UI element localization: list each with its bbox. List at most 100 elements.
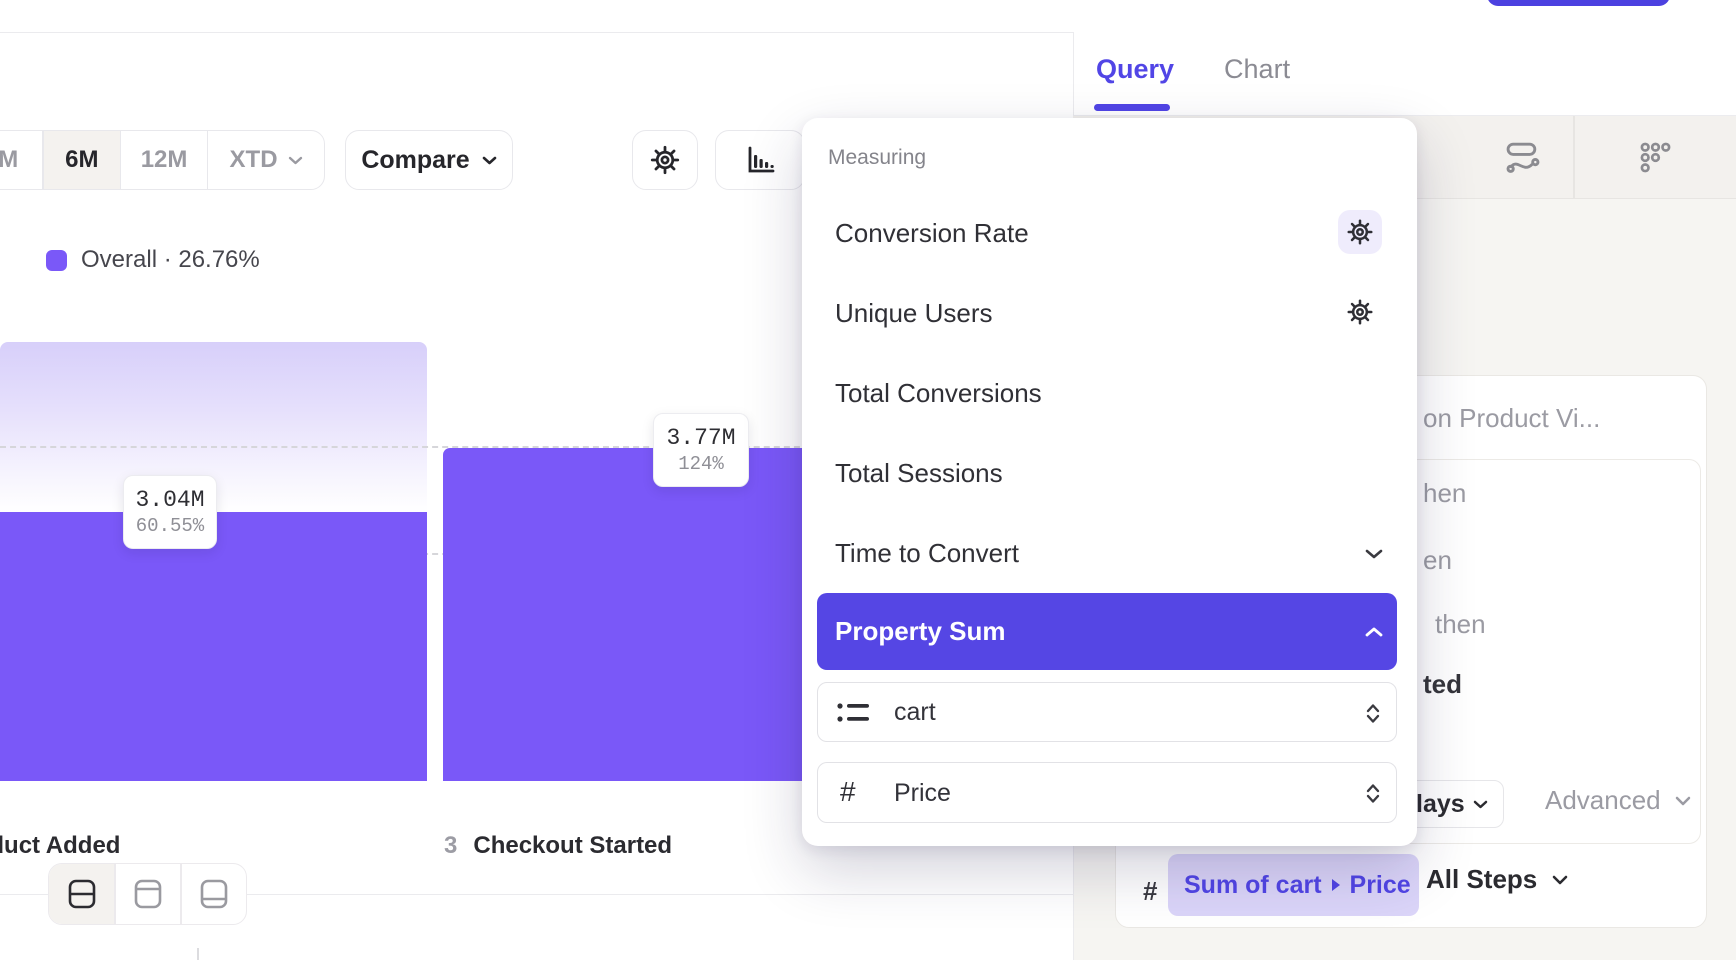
time-range-control: 1M 6M 12M XTD <box>0 130 325 190</box>
steps-bottom-divider <box>0 894 1073 895</box>
bar1-value-tooltip: 3.04M 60.55% <box>123 475 217 549</box>
toggle-divider <box>180 864 182 924</box>
dots-grid-icon <box>1640 142 1671 173</box>
band-divider <box>1573 116 1575 199</box>
chevron-down-icon <box>1675 796 1690 805</box>
gear-icon <box>1347 219 1373 245</box>
panel-tabs: Query Chart <box>1096 54 1290 85</box>
range-1m-label: 1M <box>0 146 19 173</box>
bar2-value: 3.77M <box>666 425 736 451</box>
numeric-select-value: Price <box>894 779 951 807</box>
tab-query[interactable]: Query <box>1096 54 1175 84</box>
all-steps-button[interactable]: All Steps <box>1426 864 1568 895</box>
chevron-down-icon <box>288 156 302 164</box>
step2-number: 3 <box>444 832 458 859</box>
advanced-label: Advanced <box>1545 785 1661 815</box>
measuring-dropdown: Measuring Conversion Rate Unique Users T… <box>802 118 1417 846</box>
chevron-down-icon <box>1365 549 1383 559</box>
flows-icon <box>1506 142 1540 173</box>
property-select[interactable]: cart <box>817 682 1397 742</box>
chart-type-button[interactable] <box>715 130 805 190</box>
chevron-down-icon <box>1552 875 1568 884</box>
range-12m-button[interactable]: 12M <box>121 131 206 189</box>
layout-bottom-icon <box>200 879 228 909</box>
flows-view-button[interactable] <box>1474 116 1573 199</box>
reference-line-upper <box>0 446 820 448</box>
seg-divider <box>42 131 44 189</box>
card-header-fragment: on Product Vi... <box>1423 403 1601 433</box>
menu-item-time-to-convert[interactable]: Time to Convert <box>835 538 1019 568</box>
layout-split-icon <box>68 879 95 909</box>
menu-item-total-conversions[interactable]: Total Conversions <box>835 378 1042 408</box>
legend-swatch <box>46 249 67 271</box>
menu-item-unique-users[interactable]: Unique Users <box>835 298 993 328</box>
step-row-fragment-bold: ted <box>1423 669 1462 699</box>
bar2-value-tooltip: 3.77M 124% <box>653 413 749 487</box>
layout-toggle-group <box>48 863 247 925</box>
tab-query-underline <box>1094 104 1170 111</box>
layout-split-button[interactable] <box>49 864 115 924</box>
seg-divider <box>206 131 209 189</box>
advanced-button[interactable]: Advanced <box>1545 785 1691 816</box>
range-6m-button[interactable]: 6M <box>43 131 120 189</box>
conversion-rate-settings-button[interactable] <box>1338 210 1382 254</box>
range-12m-label: 12M <box>140 146 188 173</box>
bar2-percent: 124% <box>678 453 724 475</box>
step2-label-row: 3 Checkout Started <box>444 832 672 860</box>
menu-item-conversion-rate[interactable]: Conversion Rate <box>835 218 1029 248</box>
step-row-fragment: hen <box>1423 478 1467 508</box>
funnel-bar2[interactable] <box>443 448 811 781</box>
chevron-up-icon <box>1365 627 1383 637</box>
bottom-section-divider <box>197 948 199 960</box>
bar1-percent: 60.55% <box>135 515 205 537</box>
chip-text2: Price <box>1349 870 1411 899</box>
step1-label: Product Added <box>0 832 121 859</box>
top-divider <box>0 32 1736 33</box>
step-row-fragment: then <box>1435 609 1486 639</box>
gear-icon <box>1347 299 1373 325</box>
layout-top-icon <box>134 879 162 909</box>
compare-button[interactable]: Compare <box>345 130 513 190</box>
segmentation-view-button[interactable] <box>1575 116 1736 199</box>
range-6m-label: 6M <box>65 146 99 173</box>
layout-top-button[interactable] <box>116 864 180 924</box>
step2-label: Checkout Started <box>473 832 673 859</box>
step-row-fragment: en <box>1423 545 1452 575</box>
chip-text: Sum of cart <box>1184 870 1322 899</box>
bar-chart-icon <box>748 146 775 173</box>
up-down-stepper-icon <box>1366 784 1380 803</box>
range-1m-button[interactable]: 1M <box>0 131 42 189</box>
up-down-stepper-icon <box>1366 704 1380 723</box>
chart-settings-button[interactable] <box>632 130 698 190</box>
property-sum-chip[interactable]: Sum of cart Price <box>1168 854 1419 916</box>
list-icon <box>837 703 869 722</box>
measuring-header: Measuring <box>828 146 927 169</box>
property-sum-label: Property Sum <box>835 616 1006 646</box>
compare-label: Compare <box>361 145 470 174</box>
unique-users-settings-button[interactable] <box>1338 290 1382 334</box>
all-steps-label: All Steps <box>1426 864 1538 894</box>
bar1-value: 3.04M <box>135 487 205 513</box>
chevron-down-icon <box>482 156 496 164</box>
numeric-property-select[interactable]: # Price <box>817 762 1397 823</box>
range-xtd-button[interactable]: XTD <box>208 131 324 189</box>
tabs-bottom-border <box>1073 115 1736 116</box>
range-xtd-label: XTD <box>229 146 278 173</box>
gear-icon <box>650 145 680 175</box>
menu-item-total-sessions[interactable]: Total Sessions <box>835 458 1003 488</box>
chart-legend[interactable]: Overall · 26.76% <box>46 246 260 274</box>
tab-chart[interactable]: Chart <box>1224 54 1291 84</box>
toggle-divider <box>114 864 116 924</box>
layout-bottom-button[interactable] <box>182 864 246 924</box>
triangle-right-icon <box>1331 879 1340 891</box>
seg-divider <box>119 131 122 189</box>
chevron-down-icon <box>1473 800 1488 809</box>
funnel-bar1[interactable] <box>0 512 427 781</box>
number-icon: # <box>840 776 856 807</box>
property-select-value: cart <box>894 698 936 726</box>
menu-item-property-sum-selected[interactable]: Property Sum <box>817 593 1397 670</box>
hash-symbol: # <box>1143 876 1158 906</box>
primary-action-button[interactable] <box>1487 0 1670 6</box>
step1-label-row: 2 Product Added <box>0 832 120 860</box>
window-button-fragment: lays <box>1416 790 1465 818</box>
